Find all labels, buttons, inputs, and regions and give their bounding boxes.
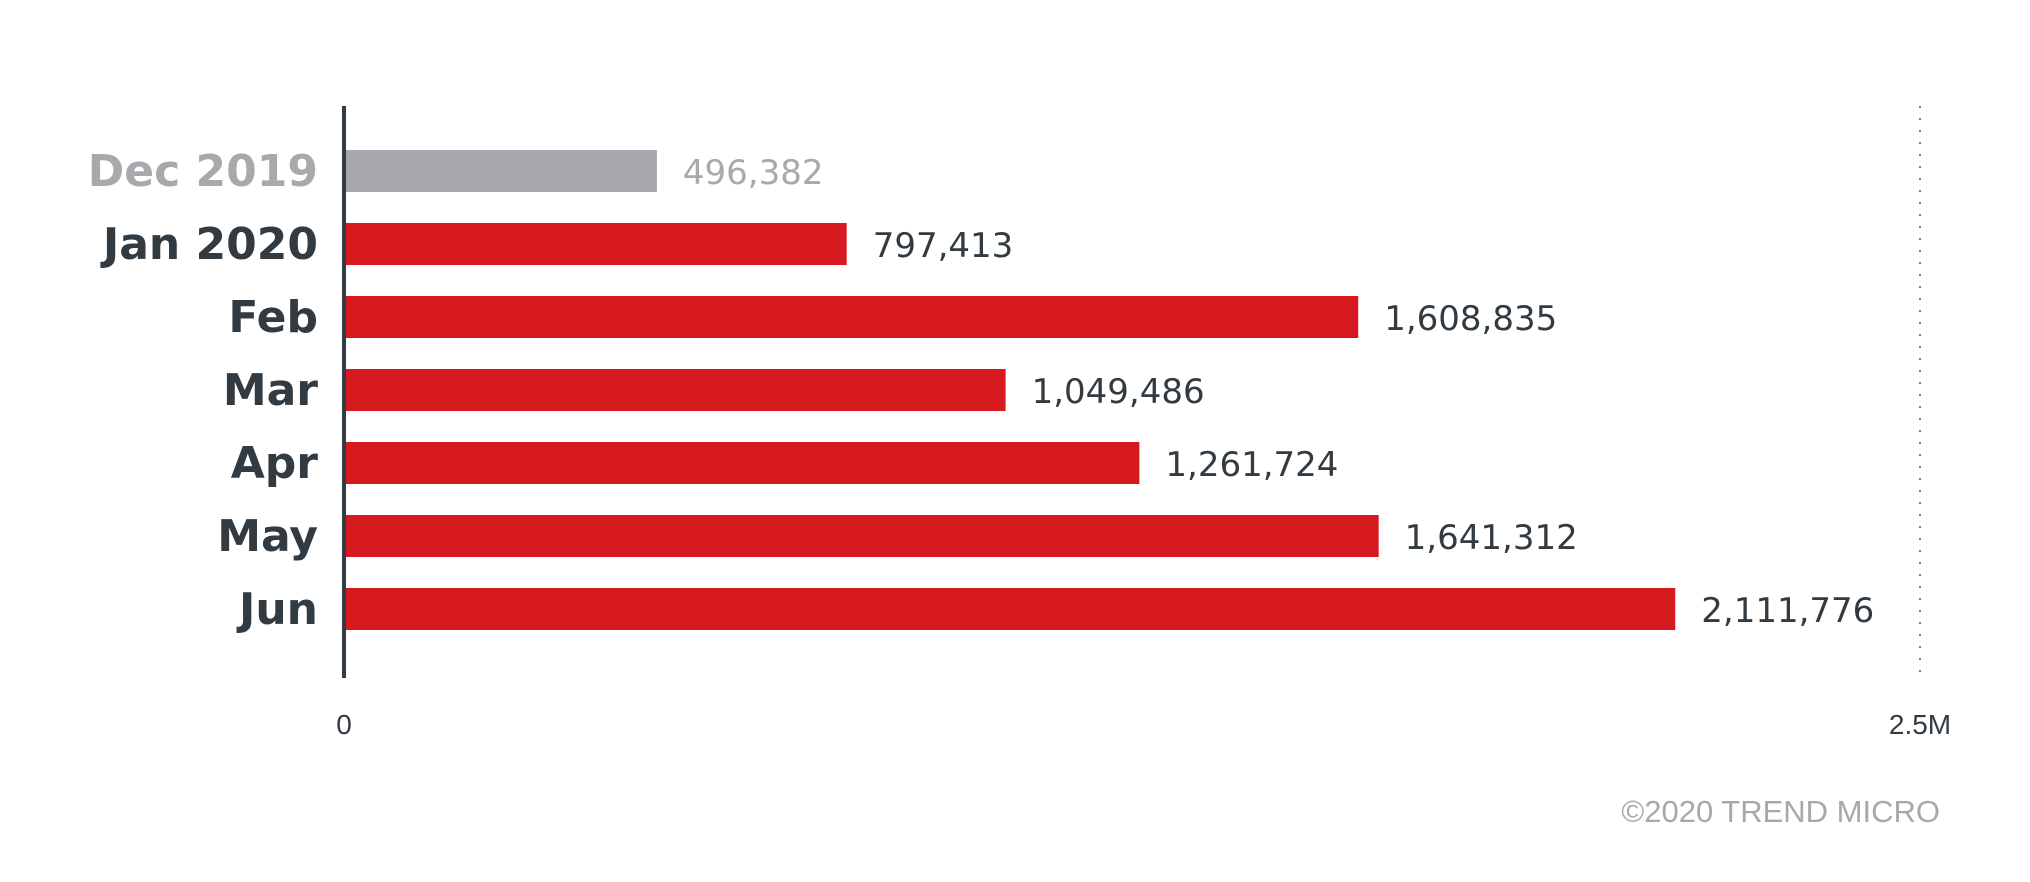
category-label: Feb [228,292,318,343]
bars-layer: Dec 2019 496,382 Jan 2020 797,413 Feb 1,608,8… [88,146,1875,635]
bar [344,223,847,265]
bar-row-feb: Feb 1,608,835 [228,292,1557,343]
x-axis-ticks: 0 2.5M [336,709,1951,740]
copyright-text: ©2020 TREND MICRO [1621,794,1940,829]
bar [344,442,1140,484]
bar [344,150,657,192]
bar-row-mar: Mar 1,049,486 [223,365,1205,416]
bar-row-jun: Jun 2,111,776 [236,584,1874,635]
category-label: Jan 2020 [100,219,318,270]
category-label: May [217,511,318,562]
value-label: 1,641,312 [1405,518,1578,558]
value-label: 797,413 [873,226,1014,266]
bar [344,515,1379,557]
category-label: Dec 2019 [88,146,318,197]
bar [344,369,1006,411]
value-label: 1,261,724 [1165,445,1338,485]
value-label: 1,049,486 [1032,372,1205,412]
category-label: Apr [231,438,319,489]
value-label: 496,382 [683,153,824,193]
bar [344,296,1359,338]
bar-row-may: May 1,641,312 [217,511,1578,562]
value-label: 2,111,776 [1701,591,1874,631]
bar-row-dec-2019: Dec 2019 496,382 [88,146,824,197]
bar [344,588,1676,630]
value-label: 1,608,835 [1384,299,1557,339]
bar-row-jan-2020: Jan 2020 797,413 [100,219,1013,270]
bar-row-apr: Apr 1,261,724 [231,438,1339,489]
category-label: Jun [236,584,318,635]
category-label: Mar [223,365,318,416]
x-tick-label: 2.5M [1889,709,1951,740]
x-tick-label: 0 [336,709,352,740]
